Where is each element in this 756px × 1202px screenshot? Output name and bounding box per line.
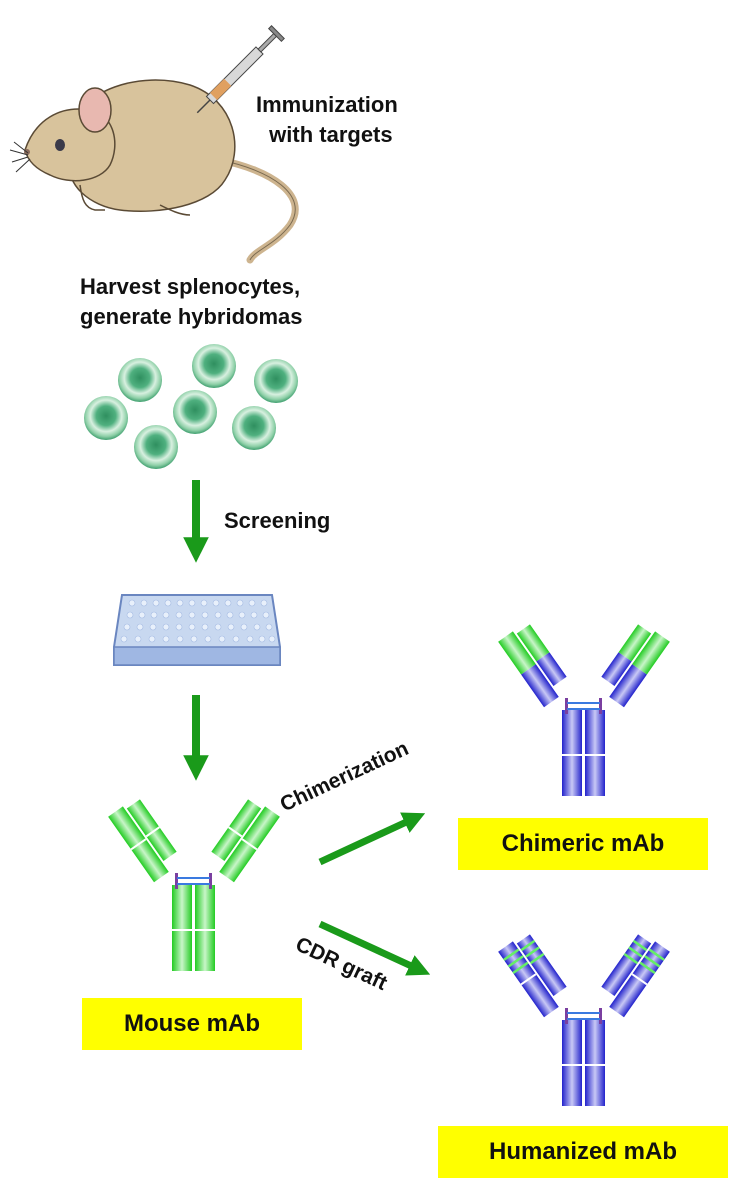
humanized-antibody [498, 934, 670, 1106]
cell [254, 359, 298, 403]
cdr-graft-label: CDR graft [292, 932, 391, 995]
cell [118, 358, 162, 402]
screening-label: Screening [224, 508, 331, 533]
chimeric-mab-label: Chimeric mAb [458, 818, 708, 870]
cell [192, 344, 236, 388]
chimeric-antibody [498, 624, 670, 796]
mouse-illustration [9, 25, 299, 264]
cell [173, 390, 217, 434]
immunization-label: Immunization with targets [256, 92, 398, 147]
chimerization-label: Chimerization [276, 736, 413, 817]
cell [84, 396, 128, 440]
mouse-mab-label: Mouse mAb [82, 998, 302, 1050]
harvest-label: Harvest splenocytes, generate hybridomas [80, 274, 303, 329]
cell [232, 406, 276, 450]
cell [134, 425, 178, 469]
chimerization-arrow [318, 812, 426, 866]
humanized-mab-label: Humanized mAb [438, 1126, 728, 1178]
mouse-antibody [108, 799, 280, 971]
well-plate [113, 594, 281, 666]
